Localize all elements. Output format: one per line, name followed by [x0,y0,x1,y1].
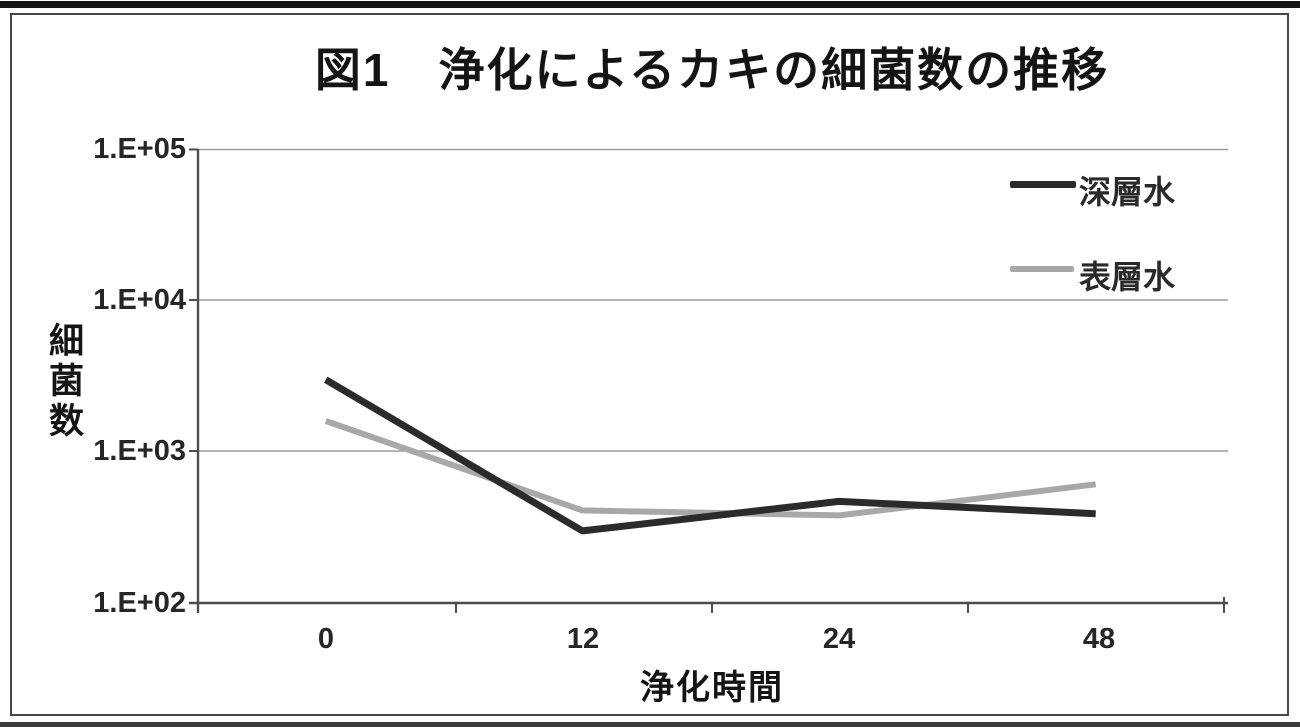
chart-frame [10,13,1289,716]
x-tick-label-0: 0 [317,623,335,655]
x-tick-label-24: 24 [822,623,856,655]
page-edge-line-bottom [0,722,1300,727]
y-tick-label-1e3: 1.E+03 [93,435,186,467]
legend-label-surface-water: 表層水 [1079,259,1176,295]
y-tick-label-1e5: 1.E+05 [93,133,186,165]
y-tick-label-1e2: 1.E+02 [93,587,186,619]
series-line-deep-water [324,376,1096,535]
x-tick-label-12: 12 [566,623,600,655]
legend-label-deep-water: 深層水 [1079,174,1176,210]
chart-title: 図1 浄化によるカキの細菌数の推移 [314,44,1110,96]
y-axis-title: 細菌数 [44,322,83,442]
series-line-surface-water [324,418,1097,519]
x-axis-title: 浄化時間 [640,669,784,707]
x-tick-label-48: 48 [1082,623,1116,655]
legend-swatch-surface-water [1010,266,1074,272]
page-edge-line-top [0,1,1300,8]
legend-swatch-deep-water [1010,181,1076,188]
y-tick-label-1e4: 1.E+04 [93,284,186,316]
